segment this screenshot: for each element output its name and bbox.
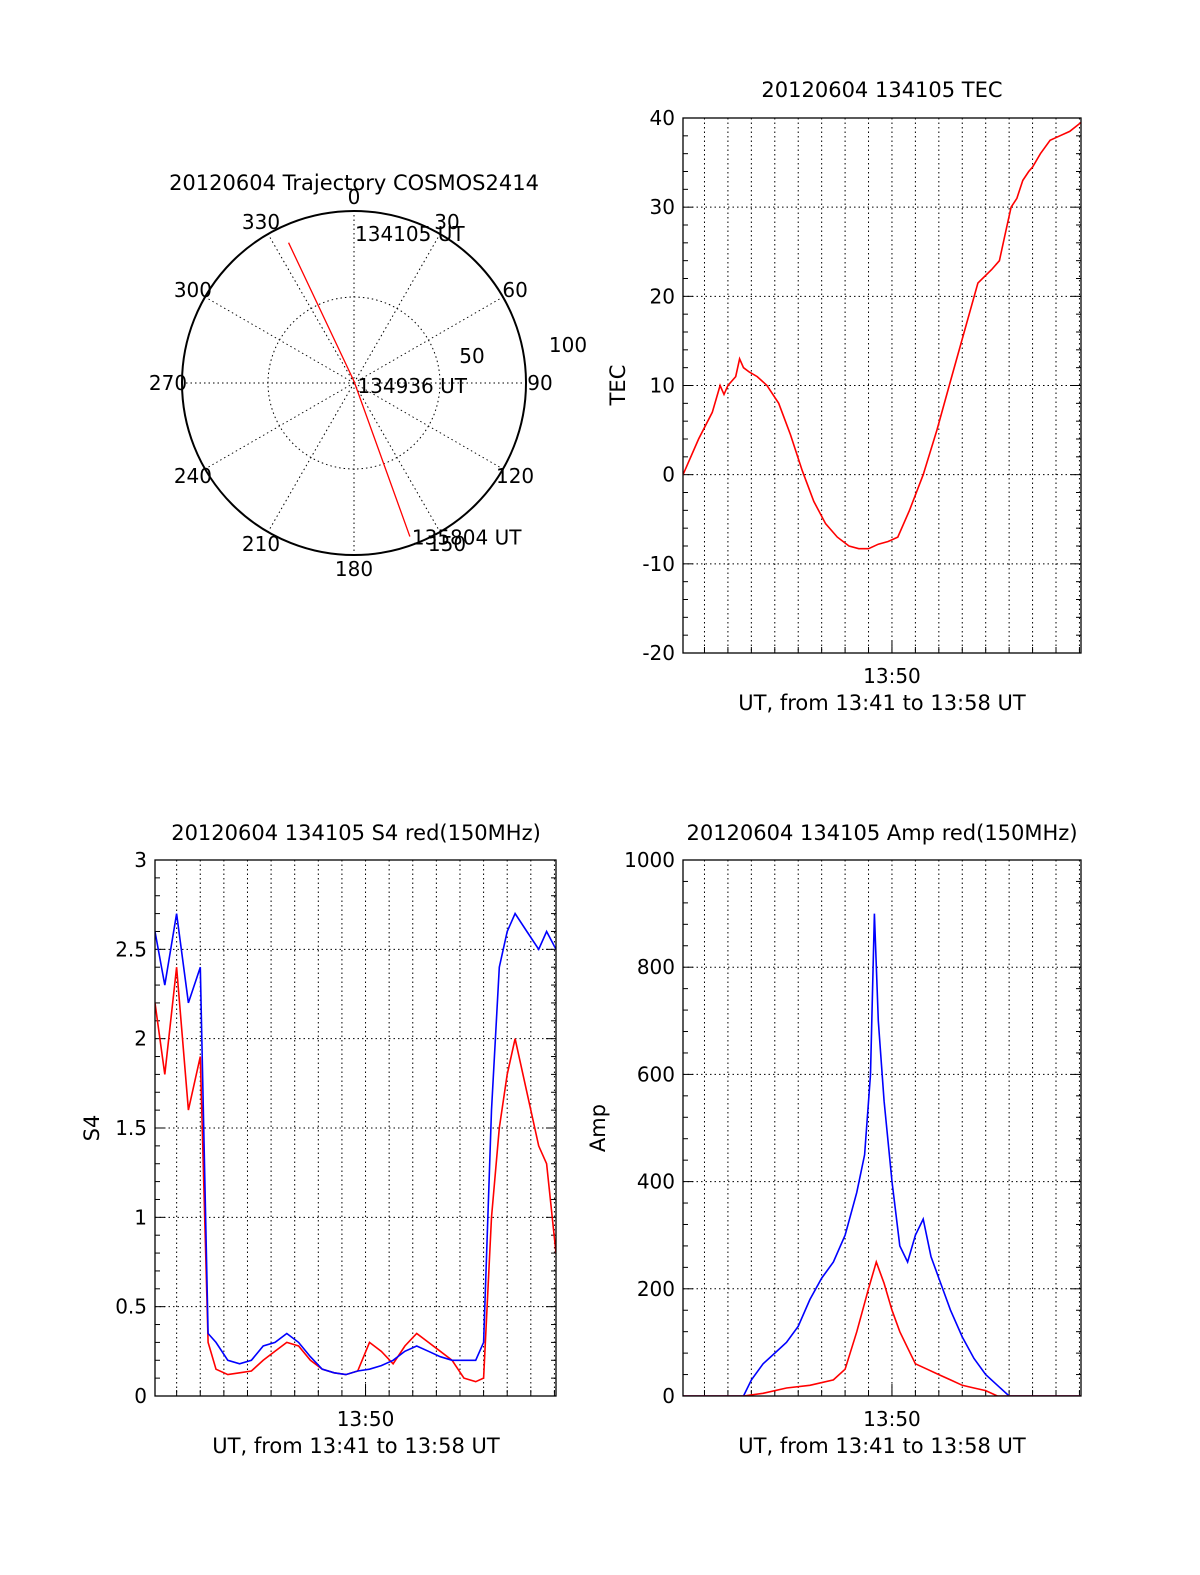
amp-plot: 20120604 134105 Amp red(150MHz) Amp UT, … xyxy=(586,821,1082,1458)
s4-ytick-label: 2 xyxy=(134,1027,147,1051)
tec-ytick-label: 40 xyxy=(650,106,675,130)
trajectory-polar-plot: 20120604 Trajectory COSMOS2414 0 30 60 90 12… xyxy=(149,171,587,581)
tec-ytick-label: 20 xyxy=(650,284,675,308)
polar-spoke xyxy=(204,382,355,470)
amp-ytick-label: 200 xyxy=(637,1277,675,1301)
polar-angle-label: 180 xyxy=(335,557,373,581)
polar-angle-label: 270 xyxy=(149,371,187,395)
s4-series-line xyxy=(155,967,556,1383)
amp-ytick-label: 600 xyxy=(637,1062,675,1086)
polar-angle-label: 90 xyxy=(527,371,552,395)
polar-title: 20120604 Trajectory COSMOS2414 xyxy=(169,171,539,195)
trajectory-annotation: 134105 UT xyxy=(355,222,465,246)
s4-series-line xyxy=(155,911,556,1376)
s4-plot: 20120604 134105 S4 red(150MHz) S4 UT, fr… xyxy=(80,821,557,1458)
amp-ytick-label: 0 xyxy=(662,1384,675,1408)
tec-ytick-label: 10 xyxy=(650,374,675,398)
amp-ytick-label: 400 xyxy=(637,1170,675,1194)
amp-series-line xyxy=(683,1259,1081,1396)
polar-angle-label: 60 xyxy=(502,278,527,302)
tec-ytick-label: 30 xyxy=(650,195,675,219)
amp-title: 20120604 134105 Amp red(150MHz) xyxy=(686,821,1077,845)
polar-spoke xyxy=(267,382,355,533)
amp-series-group xyxy=(683,913,1081,1396)
s4-xlabel: UT, from 13:41 to 13:58 UT xyxy=(212,1434,500,1458)
amp-xlabel: UT, from 13:41 to 13:58 UT xyxy=(738,1434,1026,1458)
amp-series-line xyxy=(683,913,1081,1396)
polar-angle-label: 30 xyxy=(434,210,459,234)
polar-angle-label: 210 xyxy=(242,532,280,556)
polar-ring-labels: 50 100 xyxy=(459,333,587,368)
amp-ylabel: Amp xyxy=(586,1104,610,1152)
tec-plot-frame xyxy=(682,117,1082,654)
s4-ytick-label: 0.5 xyxy=(115,1295,147,1319)
s4-xtick-label: 13:50 xyxy=(337,1407,395,1431)
polar-spoke xyxy=(353,382,441,533)
trajectory-line xyxy=(287,242,411,537)
amp-ytick-label: 1000 xyxy=(624,848,675,872)
tec-ytick-label: -10 xyxy=(642,552,675,576)
polar-spoke xyxy=(353,382,504,470)
trajectory-series xyxy=(287,242,411,537)
s4-title: 20120604 134105 S4 red(150MHz) xyxy=(171,821,541,845)
amp-xtick-label: 13:50 xyxy=(863,1407,921,1431)
polar-ring-label: 50 xyxy=(459,344,484,368)
tec-xlabel: UT, from 13:41 to 13:58 UT xyxy=(738,691,1026,715)
s4-ytick-label: 1 xyxy=(134,1205,147,1229)
s4-plot-frame xyxy=(154,859,557,1397)
polar-angle-label: 120 xyxy=(496,464,534,488)
s4-ytick-label: 1.5 xyxy=(115,1116,147,1140)
polar-grid xyxy=(181,210,527,556)
trajectory-annotations: 134105 UT 134936 UT 135804 UT xyxy=(355,222,522,549)
polar-angle-label: 150 xyxy=(428,532,466,556)
polar-angle-label: 240 xyxy=(174,464,212,488)
trajectory-annotation: 135804 UT xyxy=(412,526,522,550)
s4-ylabel: S4 xyxy=(80,1115,104,1142)
polar-spoke xyxy=(204,296,355,384)
tec-ytick-label: -20 xyxy=(642,641,675,665)
tec-series-group xyxy=(683,121,1081,550)
polar-ring-label: 100 xyxy=(549,333,587,357)
s4-ytick-label: 2.5 xyxy=(115,937,147,961)
amp-ytick-label: 800 xyxy=(637,955,675,979)
polar-angle-label: 300 xyxy=(174,278,212,302)
tec-ylabel: TEC xyxy=(606,365,630,407)
tec-plot: 20120604 134105 TEC TEC UT, from 13:41 t… xyxy=(606,78,1082,715)
polar-spoke xyxy=(267,233,355,384)
tec-ytick-label: 0 xyxy=(662,463,675,487)
trajectory-annotation: 134936 UT xyxy=(357,374,467,398)
tec-series-line xyxy=(683,121,1081,550)
polar-angle-label: 0 xyxy=(348,185,361,209)
polar-spoke xyxy=(353,233,441,384)
polar-angle-label: 330 xyxy=(242,210,280,234)
polar-spoke xyxy=(353,296,504,384)
tec-title: 20120604 134105 TEC xyxy=(761,78,1002,102)
s4-ytick-label: 3 xyxy=(134,848,147,872)
s4-ytick-label: 0 xyxy=(134,1384,147,1408)
polar-angle-labels: 0 30 60 90 120 150 180 210 240 270 300 330 xyxy=(149,185,553,581)
amp-plot-frame xyxy=(682,859,1082,1397)
s4-series-group xyxy=(155,911,556,1383)
tec-xtick-label: 13:50 xyxy=(863,664,921,688)
